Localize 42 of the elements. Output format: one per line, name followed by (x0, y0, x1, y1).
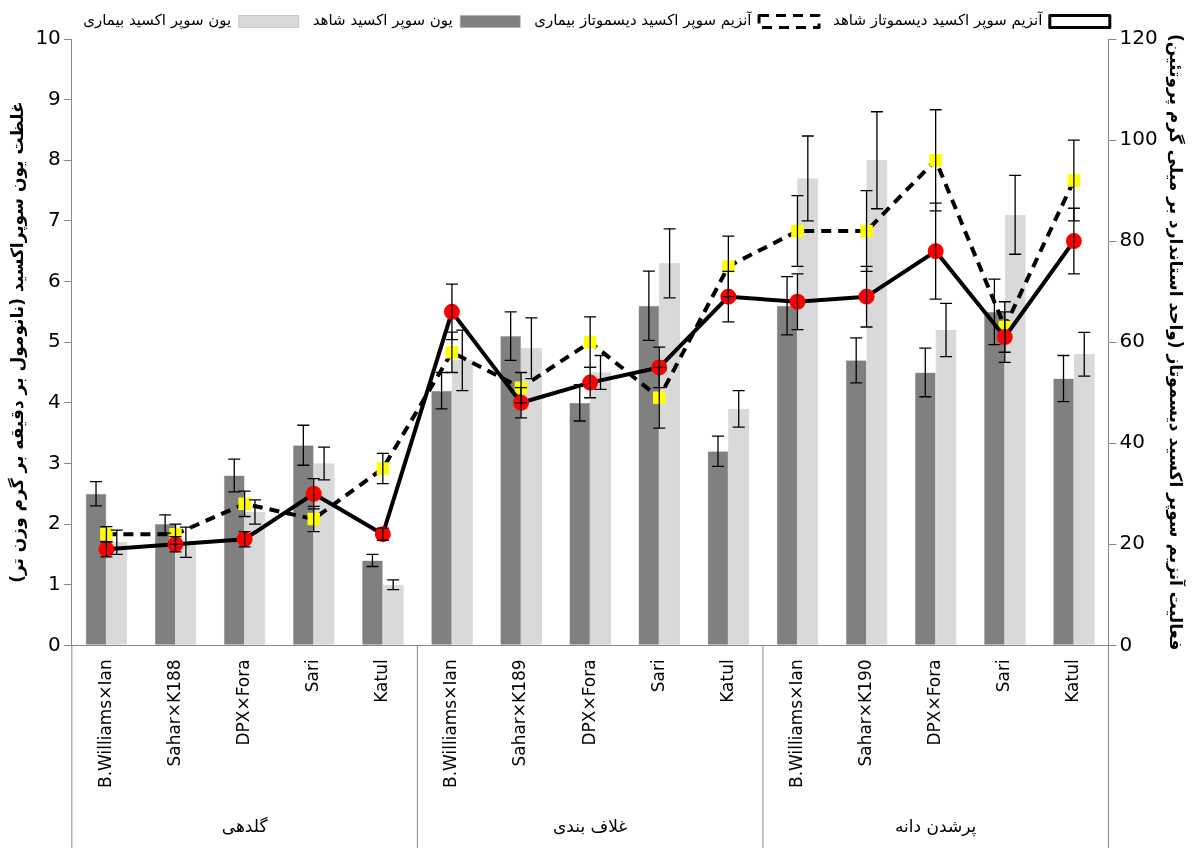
legend-label: آنزیم سوپر اکسید دیسموتاز شاهد (833, 11, 1044, 31)
legend-label: یون سوپر اکسید شاهد (312, 11, 453, 31)
y-axis-title: غلظت یون سوپراکسید (نانومول بر دقیقه بر گرم وزن تر) (6, 101, 28, 583)
text: غلاف بندی (553, 816, 628, 837)
y-tick-label: 3 (48, 449, 61, 474)
y-tick-label: 0 (48, 631, 61, 656)
x-tick-label: Sahar×K189 (509, 659, 530, 767)
y-tick-label: 1 (48, 570, 61, 595)
y-tick-label: 4 (48, 389, 61, 413)
x-tick-label: Sahar×K190 (854, 659, 875, 767)
x-tick-label: DPX×Fora (233, 659, 254, 746)
y-tick-label: 2 (48, 510, 61, 535)
y-tick-label: 7 (48, 207, 61, 232)
y-tick-label: 6 (48, 267, 61, 292)
x-tick-label: Sahar×K188 (163, 659, 184, 767)
x-tick-label: Sari (647, 659, 668, 693)
y-tick-label: 9 (48, 85, 61, 110)
text: پرشدن دانه (895, 816, 977, 838)
legend-label: آنزیم سوپر اکسید دیسموتاز بیماری (534, 11, 753, 31)
y2-tick-label: 0 (1119, 631, 1133, 656)
y2-tick-label: 80 (1119, 227, 1145, 252)
x-tick-label: Katul (1062, 659, 1083, 703)
y-tick-label: 5 (48, 328, 61, 353)
y-tick-label: 8 (48, 146, 61, 171)
x-tick-label: DPX×Fora (578, 659, 599, 746)
y2-tick-label: 20 (1119, 530, 1145, 555)
x-tick-label: Katul (371, 659, 392, 703)
x-tick-label: Sari (302, 659, 323, 693)
text: گلدهی (221, 816, 269, 837)
y2-tick-label: 40 (1119, 429, 1145, 454)
x-tick-label: B.Williams×Ian (785, 659, 806, 789)
x-tick-label: Katul (716, 659, 737, 703)
legend-label: یون سوپر اکسید بیماری (83, 11, 232, 31)
y-tick-label: 10 (35, 25, 61, 50)
x-tick-label: DPX×Fora (924, 659, 945, 746)
y2-tick-label: 100 (1119, 126, 1158, 151)
y2-tick-label: 60 (1119, 328, 1145, 353)
x-tick-label: B.Williams×Ian (94, 659, 115, 789)
x-tick-label: B.Williams×Ian (440, 659, 461, 789)
y2-axis-title: فعالیت آنزیم سوپر اکسید دیسموتاز (واحد استاندارد بر میلی گرم پروتئین) (1165, 34, 1188, 651)
x-tick-label: Sari (993, 659, 1014, 693)
y2-tick-label: 120 (1119, 25, 1158, 50)
